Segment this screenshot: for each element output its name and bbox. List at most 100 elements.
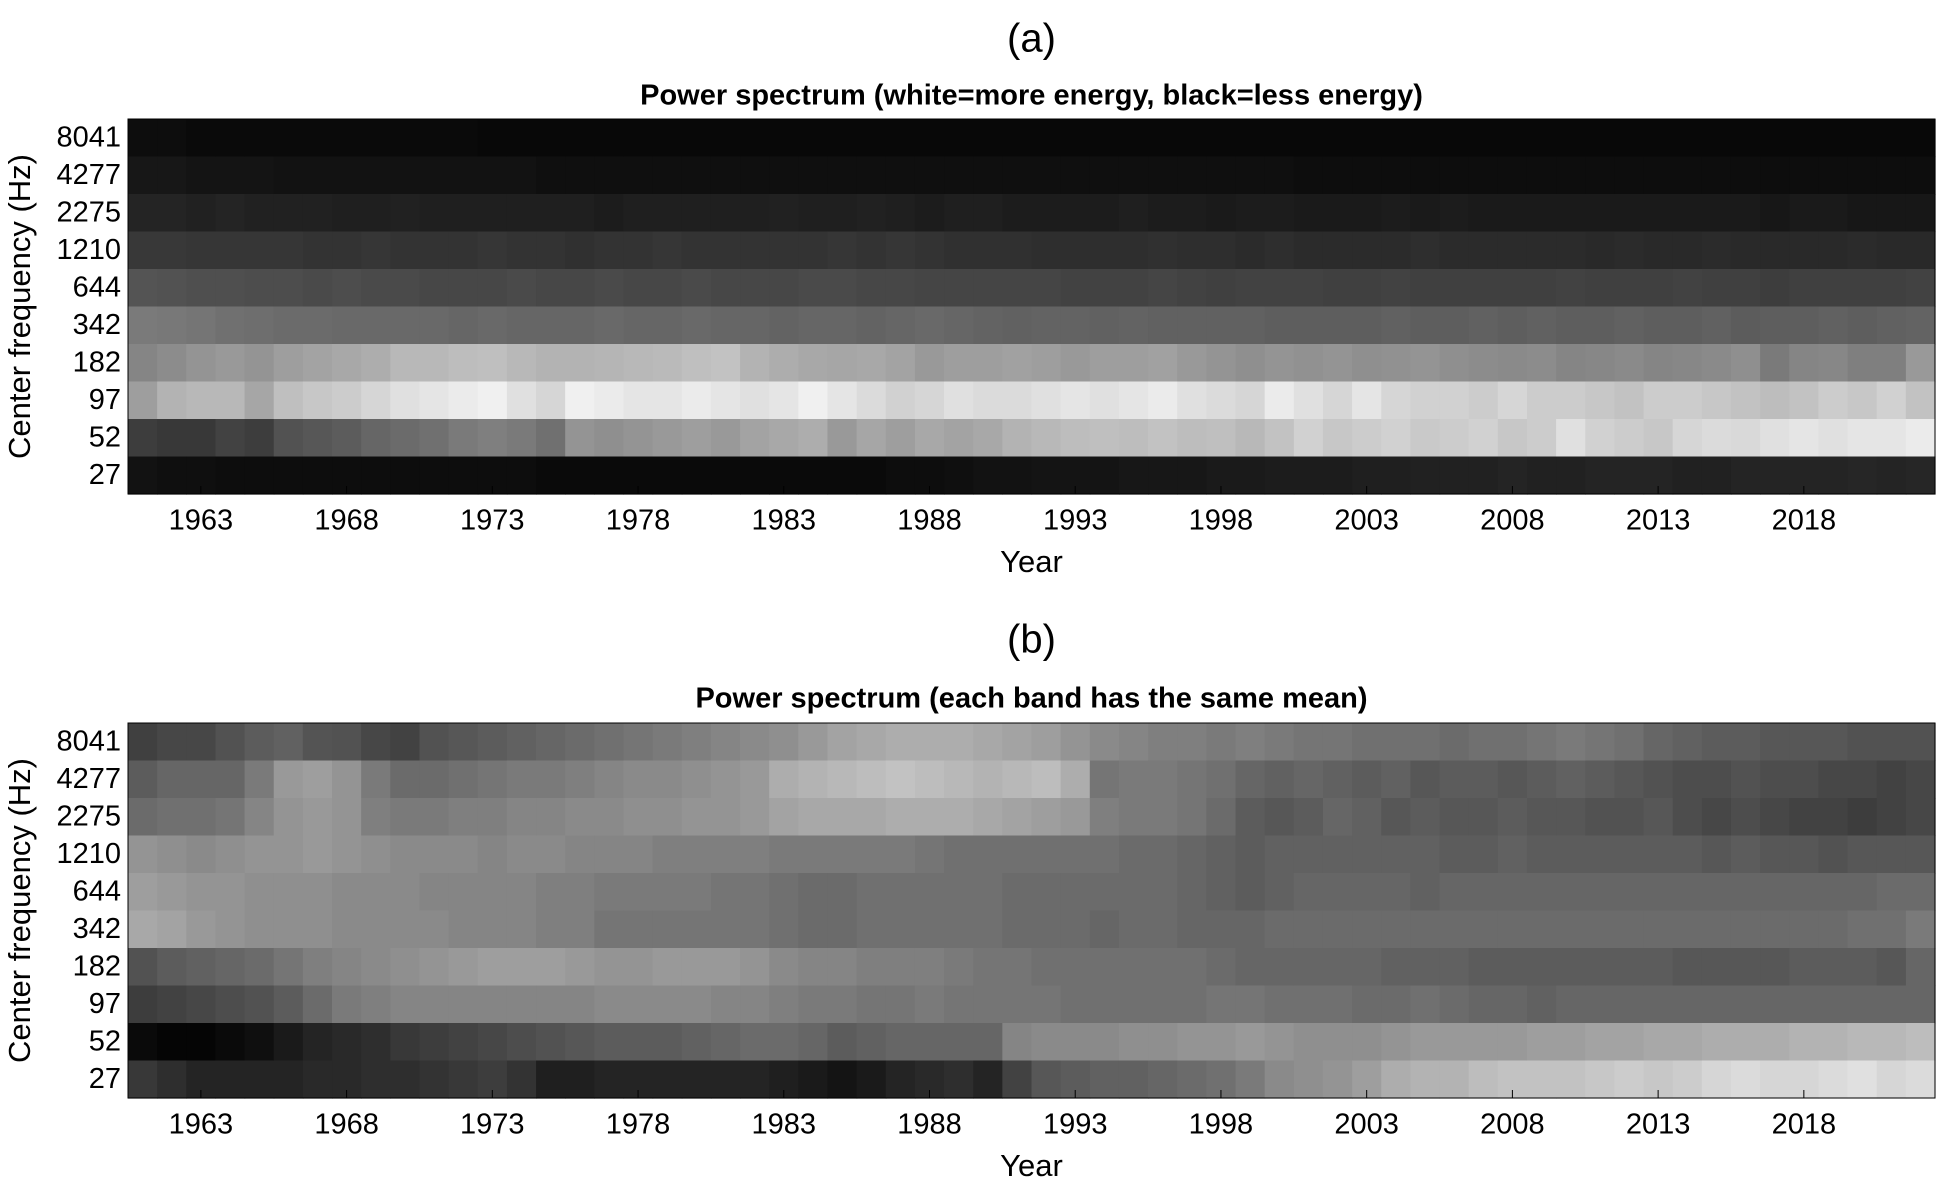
- heatmap-cell: [1760, 419, 1790, 458]
- heatmap-cell: [1410, 269, 1441, 308]
- heatmap-cell: [1293, 306, 1324, 345]
- heatmap-cell: [1089, 306, 1120, 345]
- heatmap-cell: [740, 873, 770, 912]
- heatmap-cell: [1585, 1060, 1616, 1099]
- heatmap-cell: [273, 381, 304, 420]
- heatmap-cell: [1410, 948, 1441, 987]
- heatmap-cell: [1672, 306, 1703, 345]
- heatmap-cell: [1760, 1060, 1790, 1099]
- heatmap-cell: [1148, 306, 1178, 345]
- heatmap-cell: [1876, 948, 1907, 987]
- heatmap-cell: [1089, 985, 1120, 1024]
- heatmap-cell: [769, 948, 799, 987]
- heatmap-cell: [1556, 798, 1586, 837]
- heatmap-cell: [594, 231, 625, 270]
- heatmap-cell: [1468, 194, 1499, 233]
- heatmap-cell: [565, 381, 595, 420]
- heatmap-cell: [1789, 419, 1820, 458]
- heatmap-cell: [885, 985, 916, 1024]
- heatmap-cell: [361, 910, 391, 949]
- heatmap-cell: [1760, 456, 1790, 495]
- heatmap-cell: [1206, 194, 1237, 233]
- heatmap-cell: [1818, 835, 1849, 874]
- heatmap-cell: [1672, 419, 1703, 458]
- heatmap-cell: [419, 344, 450, 383]
- heatmap-cell: [1264, 456, 1295, 495]
- heatmap-cell: [827, 760, 858, 799]
- heatmap-cell: [1643, 344, 1674, 383]
- heatmap-cell: [1585, 344, 1616, 383]
- heatmap-cell: [1264, 231, 1295, 270]
- heatmap-cell: [681, 985, 712, 1024]
- x-tick-label: 1998: [1189, 505, 1254, 537]
- heatmap-cell: [973, 910, 1003, 949]
- heatmap-cell: [128, 723, 158, 762]
- heatmap-cell: [390, 344, 421, 383]
- heatmap-cell: [1148, 419, 1178, 458]
- heatmap-cell: [536, 156, 566, 195]
- heatmap-cell: [710, 1060, 741, 1099]
- heatmap-cell: [506, 194, 537, 233]
- x-tick-label: 2008: [1480, 1109, 1545, 1141]
- heatmap-cell: [1760, 948, 1790, 987]
- heatmap-cell: [594, 948, 625, 987]
- heatmap-cell: [856, 760, 887, 799]
- heatmap-cell: [1701, 119, 1732, 158]
- heatmap-cell: [273, 344, 304, 383]
- heatmap-cell: [273, 306, 304, 345]
- heatmap-cell: [1235, 760, 1266, 799]
- heatmap-cell: [1381, 910, 1411, 949]
- heatmap-cell: [1148, 119, 1178, 158]
- heatmap-cell: [419, 835, 450, 874]
- heatmap-cell: [506, 456, 537, 495]
- heatmap-cell: [1118, 306, 1149, 345]
- heatmap-cell: [1876, 381, 1907, 420]
- heatmap-cell: [652, 798, 683, 837]
- heatmap-cell: [1381, 1060, 1411, 1099]
- heatmap-cell: [827, 985, 858, 1024]
- heatmap-cell: [1060, 798, 1091, 837]
- heatmap-cell: [856, 1023, 887, 1062]
- heatmap-cell: [565, 835, 595, 874]
- heatmap-cell: [1031, 910, 1062, 949]
- heatmap-cell: [1643, 985, 1674, 1024]
- heatmap-cell: [448, 835, 479, 874]
- heatmap-cell: [477, 760, 508, 799]
- y-tick-label: 8041: [56, 725, 121, 757]
- heatmap-cell: [1905, 344, 1936, 383]
- heatmap-cell: [1556, 910, 1586, 949]
- heatmap-cell: [448, 1023, 479, 1062]
- heatmap-cell: [1264, 119, 1295, 158]
- heatmap-cell: [885, 948, 916, 987]
- heatmap-cell: [302, 835, 333, 874]
- heatmap-cell: [1118, 119, 1149, 158]
- heatmap-cell: [1089, 381, 1120, 420]
- heatmap-cell: [1177, 381, 1207, 420]
- heatmap-cell: [565, 948, 595, 987]
- heatmap-cell: [798, 798, 829, 837]
- heatmap-cell: [827, 948, 858, 987]
- heatmap-cell: [885, 231, 916, 270]
- heatmap-cell: [1818, 156, 1849, 195]
- heatmap-cell: [390, 381, 421, 420]
- heatmap-cell: [477, 194, 508, 233]
- heatmap-cell: [973, 344, 1003, 383]
- heatmap-cell: [1031, 381, 1062, 420]
- heatmap-cell: [419, 381, 450, 420]
- heatmap-cell: [856, 156, 887, 195]
- heatmap-cell: [1526, 269, 1557, 308]
- heatmap-cell: [565, 231, 595, 270]
- heatmap-cell: [419, 1023, 450, 1062]
- heatmap-cell: [769, 194, 799, 233]
- heatmap-cell: [157, 231, 187, 270]
- heatmap-cell: [1206, 798, 1237, 837]
- heatmap-cell: [652, 1023, 683, 1062]
- heatmap-cell: [1643, 419, 1674, 458]
- heatmap-cell: [448, 456, 479, 495]
- heatmap-cell: [244, 873, 275, 912]
- heatmap-cell: [1177, 873, 1207, 912]
- heatmap-cell: [1468, 419, 1499, 458]
- heatmap-cell: [390, 798, 421, 837]
- heatmap-cell: [1206, 156, 1237, 195]
- heatmap-cell: [477, 1023, 508, 1062]
